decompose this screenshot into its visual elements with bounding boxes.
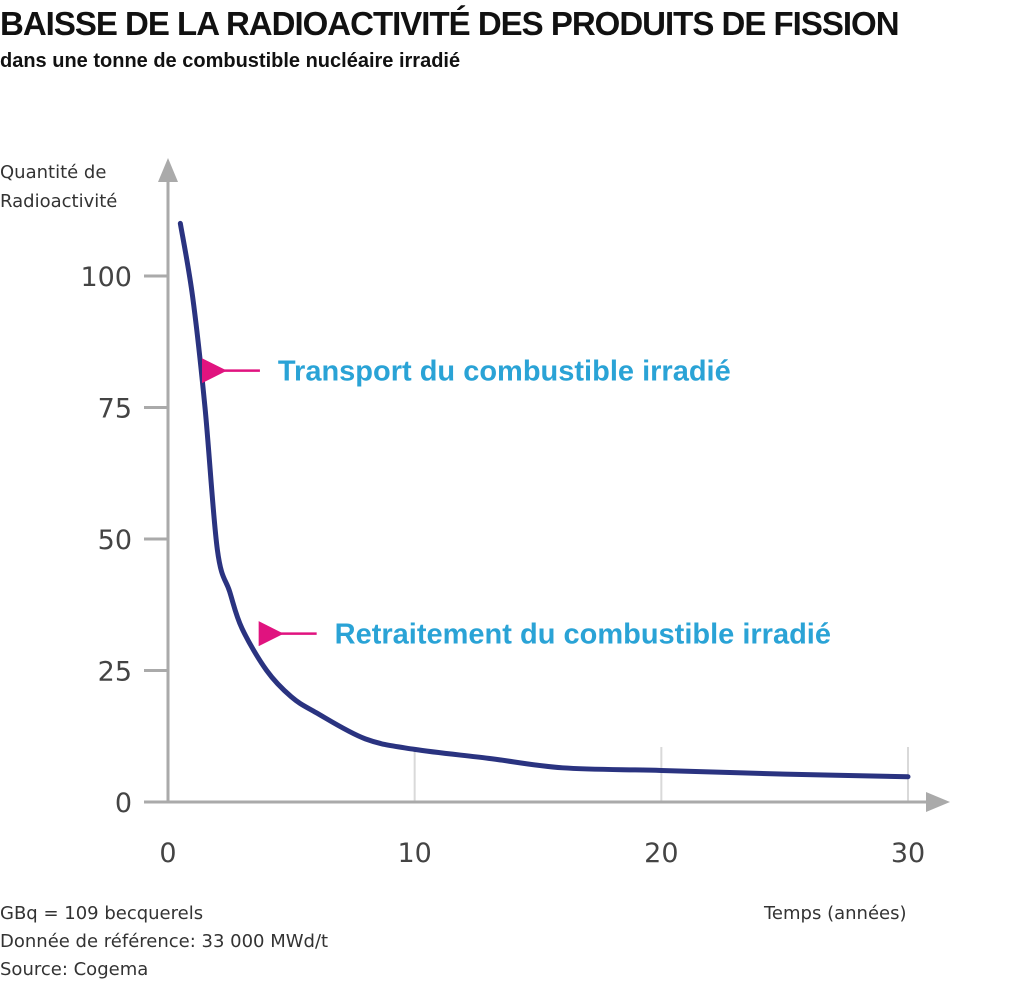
annotation-label-0: Transport du combustible irradié (278, 356, 731, 388)
y-axis-label-line-2: Radioactivité (0, 191, 118, 212)
x-axis-arrow (926, 792, 950, 812)
footnotes: GBq = 109 becquerels Donnée de référence… (0, 900, 328, 984)
series (177, 220, 911, 780)
y-axis-arrow (158, 158, 178, 182)
annotations: Transport du combustible irradié Retraite… (201, 356, 831, 651)
y-axis-label: Quantité de Radioactivité (0, 158, 117, 216)
annotation-label-1: Retraitement du combustible irradié (335, 619, 831, 651)
y-tick-label-25: 25 (98, 657, 132, 688)
y-tick-label-50: 50 (98, 525, 132, 556)
x-axis-label: Temps (années) (764, 903, 907, 924)
x-tick-label-10: 10 (397, 838, 431, 869)
footnote-source: Source: Cogema (0, 959, 149, 980)
x-tick-label-30: 30 (891, 838, 925, 869)
series-line-0 (177, 220, 911, 780)
footnote-unit: GBq = 109 becquerels (0, 903, 204, 924)
chart-subtitle: dans une tonne de combustible nucléaire … (0, 50, 461, 72)
y-axis-label-line-1: Quantité de (0, 162, 107, 183)
y-tick-label-100: 100 (80, 262, 132, 293)
axes (144, 158, 950, 812)
y-tick-label-75: 75 (98, 394, 132, 425)
chart-title: BAISSE DE LA RADIOACTIVITÉ DES PRODUITS … (0, 5, 900, 42)
tick-labels: 0 25 50 75 100 0 10 20 30 (80, 262, 925, 869)
x-tick-label-0: 0 (159, 838, 176, 869)
x-tick-label-20: 20 (644, 838, 678, 869)
y-tick-label-0: 0 (115, 788, 132, 819)
footnote-reference: Donnée de référence: 33 000 MWd/t (0, 931, 329, 952)
